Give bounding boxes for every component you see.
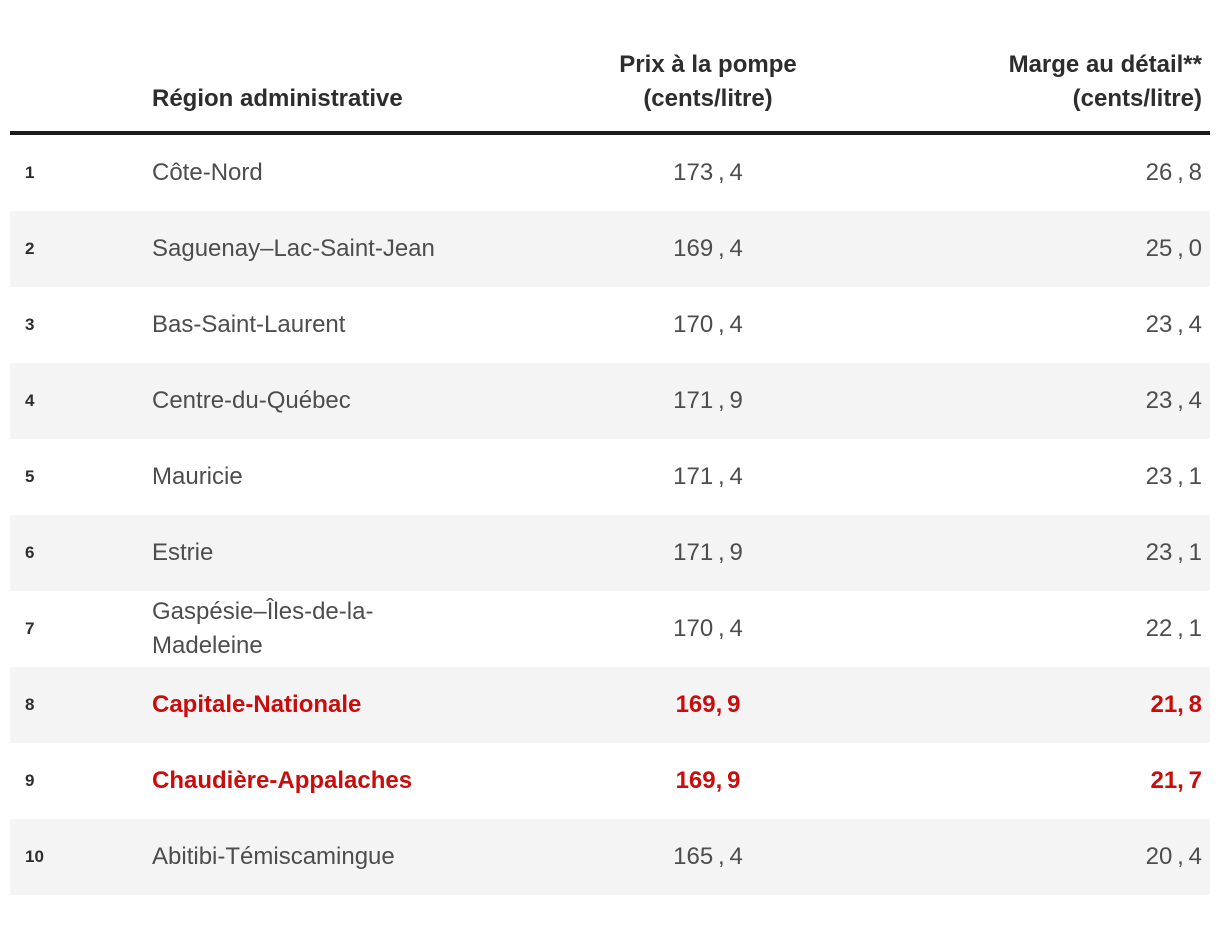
region-name: Capitale-Nationale [152, 691, 362, 718]
row-rank: 4 [25, 391, 35, 410]
table-row: 1 Côte-Nord 173 , 4 26 , 8 [10, 135, 1210, 211]
region-cell: Estrie [152, 536, 542, 570]
region-cell: Saguenay–Lac-Saint-Jean [152, 232, 542, 266]
table-row: 5 Mauricie 171 , 4 23 , 1 [10, 439, 1210, 515]
margin-value: 23 , 4 [1145, 311, 1202, 338]
price-value: 171 , 9 [673, 387, 743, 414]
margin-value: 21, 8 [1150, 691, 1202, 718]
price-value: 171 , 9 [673, 539, 743, 566]
row-rank: 3 [25, 315, 35, 334]
price-value: 171 , 4 [673, 463, 743, 490]
table-row: 8 Capitale-Nationale 169, 9 21, 8 [10, 667, 1210, 743]
region-name: Centre-du-Québec [152, 387, 351, 414]
margin-value: 23 , 1 [1145, 539, 1202, 566]
table-row: 9 Chaudière-Appalaches 169, 9 21, 7 [10, 743, 1210, 819]
price-column-label-line2: (cents/litre) [643, 85, 773, 112]
row-rank: 5 [25, 467, 35, 486]
margin-column-label-line2: (cents/litre) [1072, 85, 1202, 112]
table-row: 10 Abitibi-Témiscamingue 165 , 4 20 , 4 [10, 819, 1210, 895]
table-row: 2 Saguenay–Lac-Saint-Jean 169 , 4 25 , 0 [10, 211, 1210, 287]
regions-price-table: Région administrative Prix à la pompe (c… [10, 0, 1210, 895]
margin-column-label-line1: Marge au détail** [1008, 51, 1202, 78]
region-column-label: Région administrative [152, 85, 403, 112]
margin-column-header: Marge au détail** (cents/litre) [874, 48, 1210, 116]
region-name: Côte-Nord [152, 159, 263, 186]
region-name: Chaudière-Appalaches [152, 767, 413, 794]
region-cell: Côte-Nord [152, 156, 542, 190]
price-value: 170 , 4 [673, 615, 743, 642]
price-value: 173 , 4 [673, 159, 743, 186]
margin-value: 21, 7 [1150, 767, 1202, 794]
price-value: 169, 9 [675, 691, 741, 718]
margin-value: 23 , 4 [1145, 387, 1202, 414]
region-name: Saguenay–Lac-Saint-Jean [152, 235, 435, 262]
region-cell: Mauricie [152, 460, 542, 494]
margin-value: 26 , 8 [1145, 159, 1202, 186]
table-row: 6 Estrie 171 , 9 23 , 1 [10, 515, 1210, 591]
margin-value: 20 , 4 [1145, 843, 1202, 870]
region-name: Mauricie [152, 463, 243, 490]
table-row: 3 Bas-Saint-Laurent 170 , 4 23 , 4 [10, 287, 1210, 363]
region-name: Gaspésie–Îles-de-la-Madeleine [152, 598, 374, 659]
row-rank: 2 [25, 239, 35, 258]
price-value: 169 , 4 [673, 235, 743, 262]
table-row: 4 Centre-du-Québec 171 , 9 23 , 4 [10, 363, 1210, 439]
row-rank: 7 [25, 619, 35, 638]
header-rule [10, 131, 1210, 135]
price-value: 165 , 4 [673, 843, 743, 870]
price-column-header: Prix à la pompe (cents/litre) [542, 48, 874, 116]
row-rank: 10 [25, 847, 44, 866]
row-rank: 9 [25, 771, 35, 790]
region-column-header: Région administrative [152, 82, 542, 116]
row-rank: 6 [25, 543, 35, 562]
region-cell: Centre-du-Québec [152, 384, 542, 418]
price-value: 170 , 4 [673, 311, 743, 338]
margin-value: 22 , 1 [1145, 615, 1202, 642]
table-row: 7 Gaspésie–Îles-de-la-Madeleine 170 , 4 … [10, 591, 1210, 667]
price-column-label-line1: Prix à la pompe [619, 51, 797, 78]
price-value: 169, 9 [675, 767, 741, 794]
region-cell: Chaudière-Appalaches [152, 764, 542, 798]
table-header-row: Région administrative Prix à la pompe (c… [10, 0, 1210, 131]
region-cell: Abitibi-Témiscamingue [152, 840, 542, 874]
region-cell: Gaspésie–Îles-de-la-Madeleine [152, 595, 542, 663]
margin-value: 23 , 1 [1145, 463, 1202, 490]
margin-value: 25 , 0 [1145, 235, 1202, 262]
row-rank: 8 [25, 695, 35, 714]
region-name: Estrie [152, 539, 214, 566]
region-name: Abitibi-Témiscamingue [152, 843, 395, 870]
region-name: Bas-Saint-Laurent [152, 311, 346, 338]
region-cell: Capitale-Nationale [152, 688, 542, 722]
row-rank: 1 [25, 163, 35, 182]
table-body: 1 Côte-Nord 173 , 4 26 , 8 2 Saguenay–La… [10, 135, 1210, 895]
region-cell: Bas-Saint-Laurent [152, 308, 542, 342]
